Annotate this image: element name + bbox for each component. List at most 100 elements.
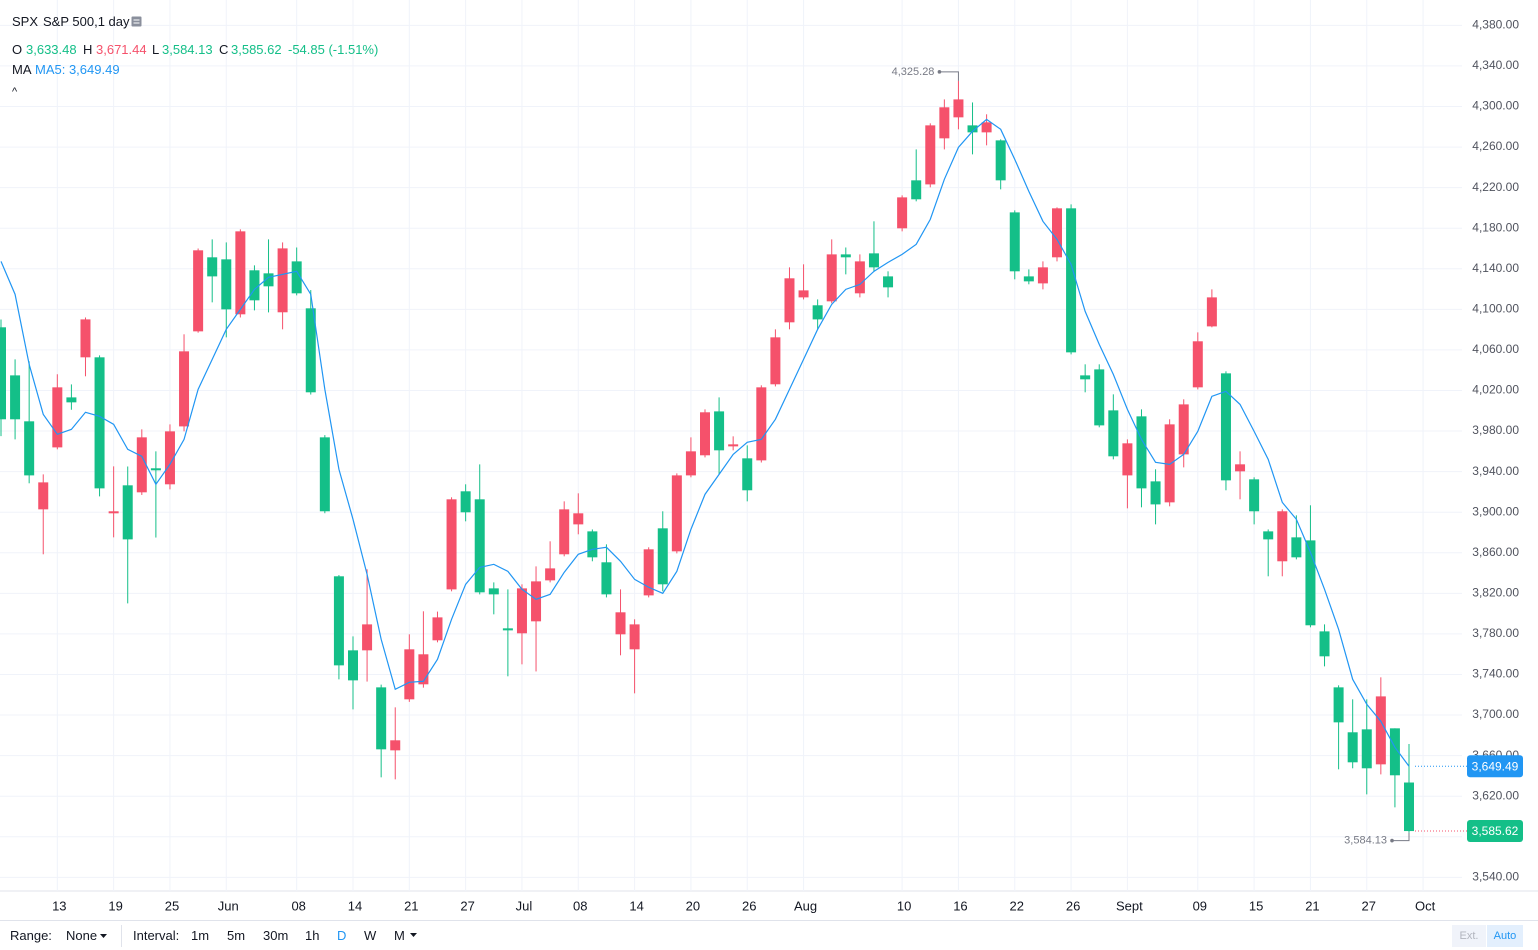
x-tick-label: 21 <box>1305 898 1319 913</box>
y-tick-label: 3,780.00 <box>1472 626 1519 640</box>
candle-body <box>0 327 6 420</box>
candle-body <box>671 475 682 552</box>
ma-value: MA5: 3,649.49 <box>35 62 120 77</box>
dropdown-arrow <box>410 933 417 937</box>
candle-body <box>728 444 739 447</box>
separator <box>121 925 122 947</box>
ma-line <box>0 118 1410 767</box>
x-tick-label: 25 <box>165 898 179 913</box>
low-marker-dot <box>1390 838 1394 843</box>
candle-body <box>179 351 190 427</box>
y-tick-label: 3,700.00 <box>1472 707 1519 721</box>
candle-body <box>1136 416 1147 489</box>
y-tick-label: 3,900.00 <box>1472 504 1519 518</box>
low-value: 3,584.13 <box>162 42 213 57</box>
y-tick-label: 4,380.00 <box>1472 18 1519 32</box>
candle-body <box>1150 481 1161 505</box>
candle-body <box>1333 687 1344 723</box>
interval-button[interactable]: 30m <box>263 928 289 943</box>
candle-body <box>207 257 218 277</box>
candle-body <box>1178 404 1189 455</box>
auto-button[interactable]: Auto <box>1487 925 1523 947</box>
candle-body <box>516 588 527 634</box>
candle-body <box>1037 267 1048 284</box>
candle-body <box>80 319 91 358</box>
y-tick-label: 3,740.00 <box>1472 667 1519 681</box>
candle-body <box>883 276 894 288</box>
interval-button[interactable]: W <box>364 928 377 943</box>
candle-body <box>840 254 851 258</box>
high-value: 3,671.44 <box>96 42 147 57</box>
ma-price-tag-label: 3,649.49 <box>1472 759 1519 773</box>
y-tick-label: 3,860.00 <box>1472 545 1519 559</box>
y-tick-label: 4,060.00 <box>1472 342 1519 356</box>
candle-body <box>981 122 992 133</box>
y-tick-label: 4,340.00 <box>1472 58 1519 72</box>
ma-price-tag <box>1467 755 1523 778</box>
y-tick-label: 4,300.00 <box>1472 99 1519 113</box>
dropdown-arrow <box>100 934 107 938</box>
x-tick-label: 21 <box>404 898 418 913</box>
x-tick-label: Oct <box>1415 898 1436 913</box>
candle-body <box>1108 410 1119 457</box>
interval-button[interactable]: D <box>337 928 347 943</box>
low-label: L <box>152 42 160 57</box>
details-icon[interactable] <box>131 16 142 27</box>
x-tick-label: 22 <box>1010 898 1024 913</box>
candle-body <box>854 261 865 294</box>
candle-body <box>573 513 584 525</box>
candle-body <box>700 412 710 456</box>
candle-body <box>164 431 175 485</box>
range-select[interactable]: None <box>66 928 98 943</box>
interval-button[interactable]: 5m <box>227 928 246 943</box>
x-tick-label: Sept <box>1116 898 1143 913</box>
y-tick-label: 4,260.00 <box>1472 139 1519 153</box>
high-label: H <box>83 42 93 57</box>
candle-body <box>291 261 302 294</box>
candle-body <box>615 612 626 635</box>
candle-body <box>559 509 570 555</box>
candle-body <box>685 451 696 476</box>
candle-body <box>10 375 21 420</box>
interval-button[interactable]: M <box>394 928 405 943</box>
toolbar: Range: None Interval: 1m 5m 30m 1h D W M… <box>0 920 1538 950</box>
candle-body <box>1305 540 1316 626</box>
x-tick-label: 26 <box>1066 898 1080 913</box>
candle-body <box>1122 443 1133 476</box>
candle-body <box>1361 729 1372 769</box>
candle-body <box>1235 464 1246 472</box>
candle-body <box>1066 208 1077 353</box>
interval-label: Interval: <box>133 928 180 943</box>
interval-button[interactable]: 1h <box>305 928 320 943</box>
close-price-tag-label: 3,585.62 <box>1472 824 1519 838</box>
candle-body <box>770 337 781 385</box>
candle-body <box>502 628 513 631</box>
interval-button[interactable]: 1m <box>191 928 210 943</box>
ext-button[interactable]: Ext. <box>1452 925 1486 947</box>
candle-body <box>925 125 936 185</box>
candle-body <box>362 624 373 651</box>
x-tick-label: 14 <box>629 898 643 913</box>
x-tick-label: 19 <box>108 898 122 913</box>
candle-body <box>742 458 753 491</box>
open-label: O <box>12 42 23 57</box>
collapse-toggle[interactable]: ^ <box>12 86 18 98</box>
candle-body <box>1009 212 1020 272</box>
candle-body <box>432 617 443 641</box>
candle-body <box>24 421 35 476</box>
candle-body <box>939 107 950 139</box>
candle-body <box>911 180 922 200</box>
candle-body <box>221 259 232 310</box>
x-tick-label: 15 <box>1249 898 1263 913</box>
candle-body <box>784 278 795 323</box>
x-tick-label: 09 <box>1193 898 1207 913</box>
candle-body <box>798 290 809 298</box>
candle-body <box>995 140 1006 181</box>
candle-body <box>1404 782 1414 832</box>
candle-body <box>52 387 63 448</box>
x-tick-label: 14 <box>348 898 362 913</box>
candle-body <box>94 357 105 489</box>
y-tick-label: 4,140.00 <box>1472 261 1519 275</box>
candle-body <box>531 581 542 622</box>
